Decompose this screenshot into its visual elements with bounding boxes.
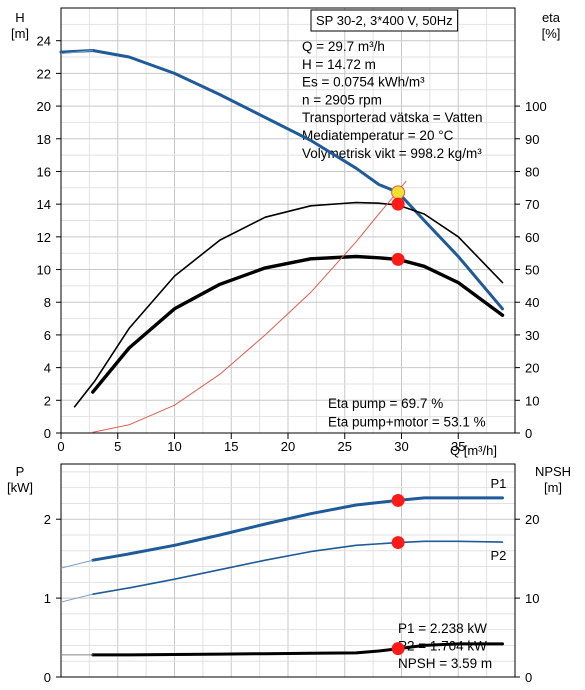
- head-extension: [60, 50, 93, 55]
- p-axis-label: P: [16, 464, 25, 479]
- power-operating-point-1: [391, 536, 405, 550]
- y-left-tick-label: 2: [44, 393, 51, 408]
- npsh-curve: [91, 642, 504, 657]
- y-left-tick-label: 0: [44, 670, 51, 685]
- eta-pump-curve: [73, 201, 504, 408]
- y-right-tick-label: 100: [525, 99, 547, 114]
- y-right-axis-unit: [%]: [542, 26, 561, 41]
- chart-title: SP 30-2, 3*400 V, 50Hz: [316, 13, 453, 28]
- y-left-axis-label: H: [15, 10, 24, 25]
- y-left-tick-label: 16: [37, 164, 51, 179]
- series-label-p1: P1: [491, 476, 507, 491]
- y-left-tick-label: 18: [37, 132, 51, 147]
- y-right-tick-label: 0: [525, 426, 532, 441]
- y-left-tick-label: 24: [37, 34, 51, 49]
- info-line: Mediatemperatur = 20 °C: [302, 128, 454, 143]
- y-right-tick-label: 20: [525, 512, 539, 527]
- x-tick-label: 15: [224, 439, 238, 454]
- p2-extension: [60, 593, 93, 603]
- p1-curve: [91, 496, 504, 562]
- y-right-tick-label: 50: [525, 263, 539, 278]
- p1-extension: [60, 559, 93, 569]
- y-left-tick-label: 20: [37, 99, 51, 114]
- p2-curve: [92, 540, 504, 596]
- y-left-tick-label: 6: [44, 328, 51, 343]
- npsh-axis-label: NPSH: [535, 464, 571, 479]
- x-tick-label: 5: [114, 439, 121, 454]
- power-operating-point-2: [391, 642, 405, 656]
- chart-title-box: [310, 9, 459, 32]
- series-label-p2: P2: [491, 548, 507, 563]
- y-left-tick-label: 10: [37, 263, 51, 278]
- y-right-axis-label: eta: [542, 10, 561, 25]
- info-line: Transporterad vätska = Vatten: [302, 110, 482, 125]
- operating-point-0: [391, 185, 406, 200]
- info-line: H = 14.72 m: [302, 57, 376, 72]
- power-info-line: NPSH = 3.59 m: [398, 656, 492, 671]
- x-tick-label: 20: [281, 439, 295, 454]
- system-curve: [92, 180, 407, 433]
- x-tick-label: 0: [57, 439, 64, 454]
- operating-point-2: [391, 252, 405, 266]
- operating-point-1: [391, 197, 405, 211]
- bottom-plot-frame: [60, 463, 516, 678]
- y-right-tick-label: 60: [525, 230, 539, 245]
- y-right-tick-label: 80: [525, 164, 539, 179]
- x-tick-label: 30: [394, 439, 408, 454]
- info-line: Volymetrisk vikt = 998.2 kg/m³: [302, 146, 482, 161]
- p-axis-unit: [kW]: [7, 480, 33, 495]
- info-line: Q = 29.7 m³/h: [302, 39, 385, 54]
- y-left-tick-label: 22: [37, 66, 51, 81]
- x-tick-label: 25: [338, 439, 352, 454]
- head-curve: [59, 49, 504, 311]
- info-line: n = 2905 rpm: [302, 92, 382, 107]
- y-right-tick-label: 10: [525, 393, 539, 408]
- eta-line: Eta pump+motor = 53.1 %: [328, 415, 486, 430]
- y-right-tick-label: 40: [525, 295, 539, 310]
- npsh-axis-unit: [m]: [544, 480, 562, 495]
- eta-total-curve: [91, 254, 505, 394]
- x-tick-label: 35: [451, 439, 465, 454]
- y-left-tick-label: 12: [37, 230, 51, 245]
- y-right-tick-label: 70: [525, 197, 539, 212]
- y-left-tick-label: 8: [44, 295, 51, 310]
- y-left-axis-unit: [m]: [11, 26, 29, 41]
- info-line: Es = 0.0754 kWh/m³: [302, 75, 425, 90]
- y-left-tick-label: 4: [44, 361, 51, 376]
- y-left-tick-label: 0: [44, 426, 51, 441]
- y-right-tick-label: 10: [525, 591, 539, 606]
- eta-line: Eta pump = 69.7 %: [328, 396, 443, 411]
- x-axis-label: Q [m³/h]: [450, 443, 497, 458]
- power-operating-point-0: [391, 493, 405, 507]
- y-right-tick-label: 30: [525, 328, 539, 343]
- y-right-tick-label: 20: [525, 361, 539, 376]
- power-info-line: P1 = 2.238 kW: [398, 621, 487, 636]
- y-left-tick-label: 14: [37, 197, 51, 212]
- y-left-tick-label: 2: [44, 512, 51, 527]
- y-right-tick-label: 90: [525, 132, 539, 147]
- y-left-tick-label: 1: [44, 591, 51, 606]
- y-right-tick-label: 0: [525, 670, 532, 685]
- x-tick-label: 10: [167, 439, 181, 454]
